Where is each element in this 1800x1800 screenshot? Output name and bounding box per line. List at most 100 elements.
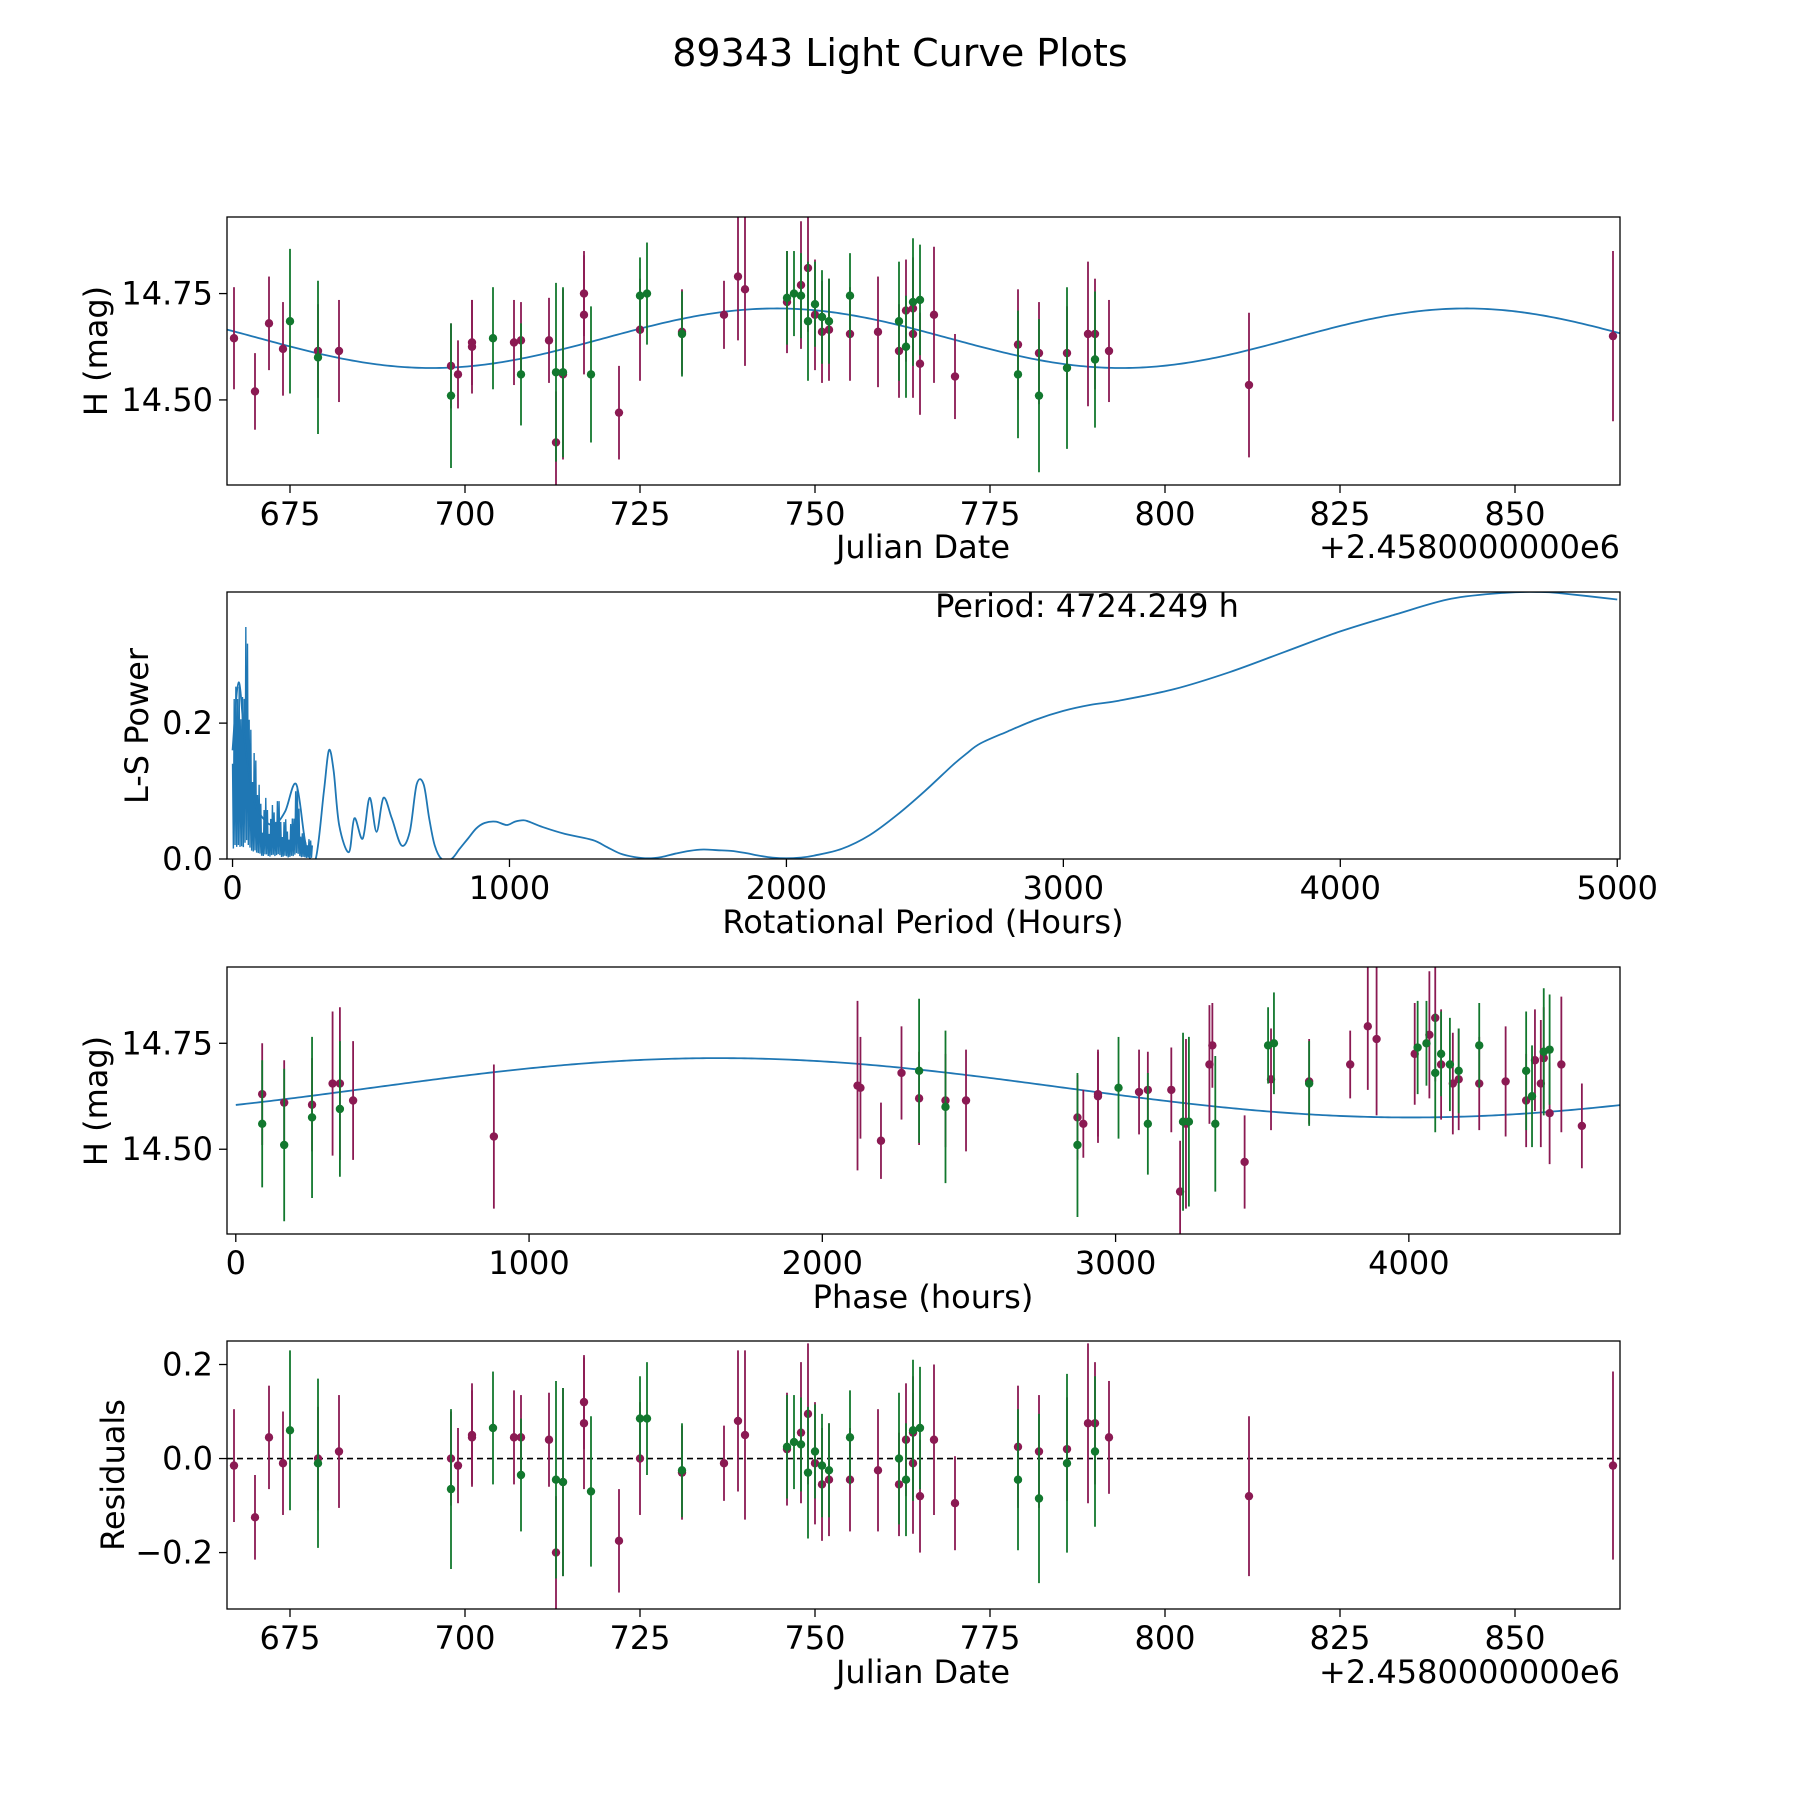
res-data-point	[817, 1461, 827, 1470]
ls-x-tick-label: 3000	[1023, 869, 1104, 907]
lc-data-point	[845, 291, 855, 300]
lc-data-point	[1034, 391, 1044, 400]
periodogram-power-curve	[231, 592, 1618, 859]
phase-data-point	[1114, 1083, 1123, 1092]
res-data-point	[1083, 1419, 1093, 1428]
res-x-tick-label: 750	[784, 1619, 845, 1657]
res-x-tick-label: 800	[1134, 1619, 1195, 1657]
res-data-point	[1013, 1475, 1023, 1484]
periodogram-x-ticks: 0 1000 2000 3000 4000 5000	[222, 859, 1658, 907]
lc-data-point	[635, 291, 645, 300]
res-data-point	[1608, 1461, 1618, 1470]
lc-y-tick-label: 14.50	[121, 381, 213, 419]
phase-panel: 0 1000 2000 3000 4000 14.50 14.75 Phase (hour…	[77, 966, 1621, 1316]
res-x-tick-label: 700	[434, 1619, 495, 1657]
lc-data-point	[719, 310, 729, 320]
residuals-x-label: Julian Date	[834, 1653, 1010, 1691]
figure-title: 89343 Light Curve Plots	[672, 31, 1127, 75]
phase-data-point	[961, 1096, 971, 1105]
res-data-point	[810, 1447, 820, 1456]
phase-data-point	[856, 1083, 865, 1092]
lc-x-tick-label: 725	[609, 495, 670, 533]
phase-data-point	[1178, 1117, 1188, 1126]
phase-data-point	[1304, 1079, 1314, 1088]
lc-data-point	[915, 359, 925, 368]
res-data-point	[1244, 1491, 1254, 1501]
phase-data-point	[941, 1102, 950, 1112]
res-series-secondary	[285, 1350, 1100, 1584]
residuals-plot-area	[227, 1343, 1620, 1609]
residuals-frame	[226, 1340, 1621, 1610]
res-data-point	[915, 1491, 925, 1501]
residuals-y-ticks: 0.2 0.0 −0.2	[135, 1346, 227, 1572]
light-curve-y-ticks: 14.50 14.75	[121, 275, 227, 419]
phase-data-point	[1372, 1034, 1381, 1044]
periodogram-plot-area	[231, 592, 1618, 859]
lc-data-point	[733, 272, 743, 281]
res-data-point	[845, 1433, 855, 1442]
phase-data-point	[1363, 1022, 1372, 1031]
lc-data-point	[1090, 355, 1100, 364]
phase-data-point	[1475, 1041, 1484, 1050]
lc-data-point	[1608, 331, 1618, 341]
phase-data-point	[279, 1140, 289, 1150]
ls-x-tick-label: 0	[222, 869, 242, 907]
phase-x-tick-label: 3000	[1075, 1244, 1156, 1282]
ls-x-tick-label: 4000	[1300, 869, 1381, 907]
phase-data-point	[335, 1104, 345, 1114]
phase-data-point	[257, 1119, 267, 1129]
residuals-offset-label: +2.4580000000e6	[1319, 1653, 1620, 1691]
res-data-point	[677, 1466, 687, 1475]
lc-data-point	[446, 391, 456, 400]
phase-data-point	[1269, 1039, 1279, 1048]
res-data-point	[509, 1433, 519, 1442]
light-curve-panel: 675 700 725 750 775 800 825 850 14.50 14.75 Juli…	[77, 216, 1621, 566]
phase-x-tick-label: 0	[226, 1244, 246, 1282]
lc-data-point	[334, 346, 344, 356]
ls-x-tick-label: 2000	[746, 869, 827, 907]
lc-series-secondary	[285, 238, 1100, 473]
res-x-tick-label: 825	[1309, 1619, 1370, 1657]
phase-data-point	[1211, 1119, 1220, 1129]
light-curve-plot-area	[227, 217, 1620, 485]
lc-data-point	[1083, 329, 1093, 339]
res-y-tick-label: 0.0	[162, 1440, 213, 1478]
light-curve-y-label: H (mag)	[77, 286, 115, 416]
res-data-point	[915, 1423, 925, 1433]
res-data-point	[908, 1426, 918, 1435]
res-data-point	[1104, 1433, 1114, 1442]
lc-data-point	[264, 319, 274, 328]
phase-data-point	[348, 1096, 358, 1105]
lc-x-tick-label: 750	[784, 495, 845, 533]
res-data-point	[740, 1430, 750, 1440]
phase-x-tick-label: 2000	[782, 1244, 863, 1282]
lc-data-point	[516, 370, 526, 379]
lc-x-tick-label: 775	[959, 495, 1020, 533]
phase-series-primary	[257, 967, 1587, 1234]
lc-data-point	[313, 353, 323, 362]
lc-data-point	[915, 295, 925, 305]
phase-y-tick-label: 14.75	[121, 1024, 213, 1062]
lc-data-point	[558, 368, 568, 377]
phase-data-point	[1134, 1087, 1144, 1097]
lc-data-point	[824, 317, 834, 326]
phase-x-label: Phase (hours)	[813, 1278, 1034, 1316]
phase-data-point	[1167, 1085, 1176, 1095]
res-data-point	[901, 1475, 911, 1484]
lc-data-point	[908, 297, 918, 307]
phase-x-ticks: 0 1000 2000 3000 4000	[226, 1234, 1450, 1282]
phase-data-point	[1454, 1066, 1463, 1076]
lc-data-point	[551, 368, 561, 377]
phase-data-point	[1431, 1068, 1440, 1078]
periodogram-panel: 0 1000 2000 3000 4000 5000 0.0 0.2 Period: 472…	[118, 587, 1658, 941]
lc-data-point	[740, 285, 750, 294]
phase-plot-area	[235, 967, 1620, 1234]
res-data-point	[579, 1397, 589, 1407]
res-series-primary	[229, 1343, 1618, 1609]
res-data-point	[1062, 1459, 1072, 1468]
lc-data-point	[509, 338, 519, 347]
res-y-tick-label: 0.2	[162, 1346, 213, 1384]
res-data-point	[950, 1499, 960, 1508]
phase-data-point	[1073, 1140, 1082, 1150]
res-x-tick-label: 775	[959, 1619, 1020, 1657]
